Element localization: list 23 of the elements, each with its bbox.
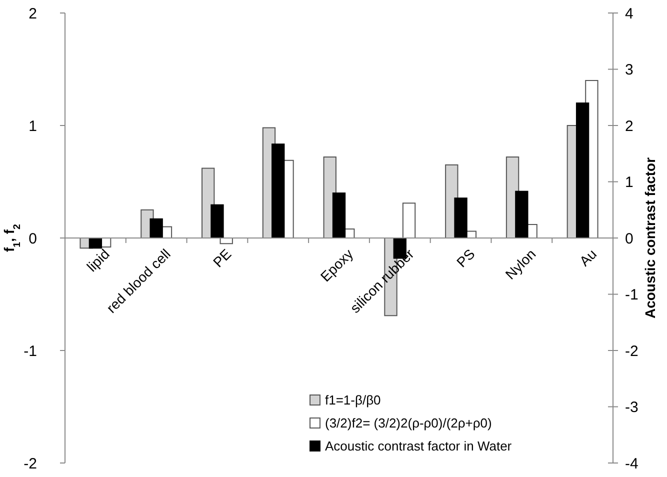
y2-tick-label: 3	[625, 62, 634, 78]
x-tick-label: PE	[210, 246, 234, 270]
y-tick-label: 2	[28, 5, 37, 22]
y2-tick-label: -2	[625, 342, 638, 360]
x-tick-label: Au	[576, 246, 600, 270]
legend-label: f1=1-β/β0	[325, 392, 381, 408]
y2-axis-title: Acoustic contrast factor	[642, 156, 658, 319]
y-tick-label: 0	[28, 230, 37, 248]
x-tick-label: lipid	[84, 246, 112, 275]
bar	[402, 202, 416, 238]
y2-tick-label: 1	[625, 174, 634, 191]
y2-tick-label: 4	[625, 5, 634, 22]
legend-label: (3/2)f2= (3/2)2(ρ-ρ0)/(2ρ+ρ0)	[325, 416, 492, 431]
y-tick-label: 1	[28, 118, 37, 135]
y-tick-label: -2	[24, 455, 37, 472]
y2-tick-label: -3	[625, 399, 638, 416]
y2-tick-label: 2	[625, 118, 634, 135]
y2-tick-label: -4	[625, 455, 638, 472]
y2-tick-label: -1	[625, 286, 638, 304]
legend-label: Acoustic contrast factor in Water	[325, 438, 512, 454]
y-tick-label: -1	[24, 342, 37, 360]
x-tick-label: PS	[453, 246, 478, 270]
y2-tick-label: 0	[625, 230, 634, 248]
